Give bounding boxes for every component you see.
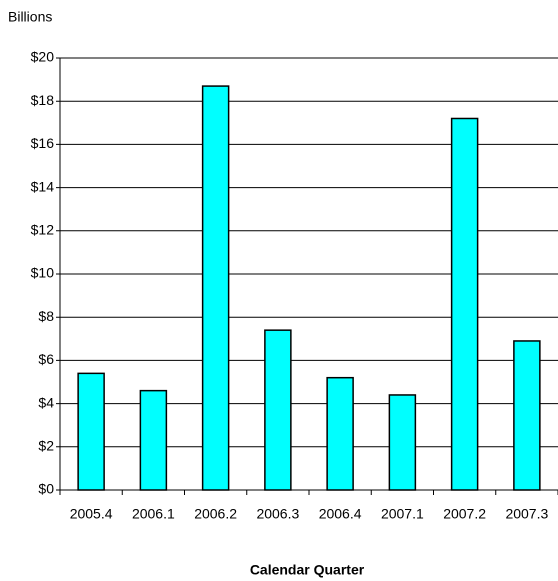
bar — [450, 117, 479, 491]
x-tick-label: 2006.4 — [319, 506, 362, 522]
x-tick-label: 2006.1 — [132, 506, 175, 522]
bar — [264, 329, 292, 491]
y-tick-label: $14 — [31, 178, 55, 194]
y-tick-label: $6 — [38, 351, 54, 367]
bar — [201, 85, 230, 491]
bar — [326, 376, 354, 491]
y-tick-label: $4 — [38, 394, 54, 410]
bar — [513, 340, 541, 491]
x-tick-label: 2005.4 — [70, 506, 113, 522]
x-tick-label: 2007.3 — [505, 506, 548, 522]
y-tick-label: $12 — [31, 222, 55, 238]
y-tick-label: $18 — [31, 92, 55, 108]
y-tick-label: $10 — [31, 265, 55, 281]
x-tick-label: 2006.2 — [194, 506, 237, 522]
bar — [139, 389, 168, 491]
x-axis-label: Calendar Quarter — [250, 562, 365, 578]
x-tick-label: 2007.1 — [381, 506, 424, 522]
y-tick-label: $16 — [31, 135, 55, 151]
y-tick-label: $2 — [38, 438, 54, 454]
y-tick-label: $0 — [38, 481, 54, 497]
bar — [77, 372, 105, 491]
x-tick-label: 2006.3 — [256, 506, 299, 522]
y-tick-label: $8 — [38, 308, 54, 324]
bar — [388, 394, 417, 491]
y-axis-label: Billions — [8, 9, 52, 25]
y-tick-label: $20 — [31, 49, 55, 65]
x-tick-label: 2007.2 — [443, 506, 486, 522]
